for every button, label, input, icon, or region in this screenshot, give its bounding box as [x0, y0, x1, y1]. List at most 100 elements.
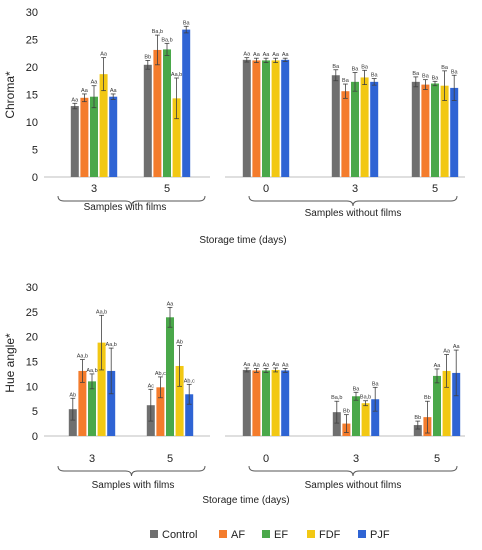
significance-label: Aa — [243, 52, 251, 58]
group-brace — [57, 465, 206, 477]
legend-swatch-fdf — [307, 530, 315, 538]
bar-af — [156, 387, 165, 436]
bar-ef — [90, 96, 98, 177]
significance-label: Ba — [361, 64, 369, 70]
significance-label: Aa — [272, 52, 280, 58]
bar-control — [242, 59, 251, 177]
bar-af — [252, 60, 261, 177]
x-tick-label: 5 — [432, 183, 438, 195]
legend-swatch-control — [150, 530, 158, 538]
group-label: Samples with films — [92, 480, 175, 491]
significance-label: Ba,b — [331, 395, 342, 401]
bar-control — [411, 81, 420, 177]
significance-label: Aa,b — [96, 309, 107, 315]
legend-label-pjf: PJF — [370, 529, 390, 541]
bar-control — [413, 425, 422, 436]
significance-label: Ba — [441, 65, 449, 71]
y-tick-label: 25 — [26, 307, 38, 319]
y-tick-label: 20 — [26, 62, 38, 74]
group-label: Samples without films — [305, 208, 402, 219]
group-brace — [57, 195, 206, 207]
bar-fdf — [440, 85, 449, 177]
significance-label: Aa — [243, 362, 251, 368]
significance-label: Ba,b — [161, 37, 172, 43]
significance-label: Aa — [282, 362, 290, 368]
y-tick-label: 25 — [26, 35, 38, 47]
x-tick-label: 5 — [434, 453, 440, 465]
y-axis-label: Hue angle* — [3, 333, 17, 393]
significance-label: Aa — [434, 363, 442, 369]
bar-control — [242, 369, 251, 436]
significance-label: Aa — [443, 349, 451, 355]
legend-swatch-ef — [262, 530, 270, 538]
bar-control — [70, 106, 79, 177]
bar-af — [78, 370, 87, 436]
significance-label: Ba — [353, 386, 361, 392]
y-tick-label: 0 — [32, 172, 38, 184]
bar-pjf — [371, 399, 380, 436]
y-tick-label: 15 — [26, 90, 38, 102]
significance-label: Ac — [148, 383, 155, 389]
x-tick-label: 5 — [164, 183, 170, 195]
bar-pjf — [281, 59, 290, 177]
bar-pjf — [182, 29, 191, 177]
significance-label: Aa,b — [86, 368, 97, 374]
bar-fdf — [97, 342, 106, 436]
x-tick-label: 3 — [89, 453, 95, 465]
legend-swatch-pjf — [358, 530, 366, 538]
bar-pjf — [109, 96, 118, 177]
bar-fdf — [271, 369, 280, 436]
significance-label: Ba — [422, 74, 430, 80]
significance-label: Aa — [91, 80, 99, 86]
bar-fdf — [271, 60, 280, 177]
significance-label: Ab — [176, 340, 183, 346]
significance-label: Aa — [100, 52, 108, 58]
significance-label: Bb — [424, 395, 431, 401]
significance-label: Ba — [412, 71, 420, 77]
y-tick-label: 30 — [26, 7, 38, 19]
significance-label: Ba — [372, 381, 380, 387]
x-tick-label: 3 — [353, 453, 359, 465]
bar-fdf — [360, 77, 369, 177]
x-tick-label: 3 — [91, 183, 97, 195]
bar-ef — [262, 370, 270, 436]
significance-label: Aa — [253, 362, 261, 368]
group-label: Samples without films — [305, 480, 402, 491]
bar-ef — [166, 317, 174, 436]
bar-fdf — [361, 403, 370, 436]
y-axis-label: Chroma* — [3, 71, 17, 119]
legend-label-control: Control — [162, 529, 197, 541]
y-tick-label: 30 — [26, 282, 38, 294]
legend-label-ef: EF — [274, 529, 288, 541]
x-tick-label: 3 — [352, 183, 358, 195]
significance-label: Ba — [352, 67, 360, 73]
y-tick-label: 10 — [26, 381, 38, 393]
legend-label-af: AF — [231, 529, 245, 541]
significance-label: Bb — [343, 409, 350, 415]
significance-label: Aa — [110, 88, 118, 94]
significance-label: Ba — [342, 78, 350, 84]
significance-label: Aa — [263, 362, 271, 368]
x-tick-label: 0 — [263, 453, 269, 465]
y-tick-label: 10 — [26, 117, 38, 129]
x-axis-label: Storage time (days) — [202, 495, 289, 506]
significance-label: Ba — [183, 20, 191, 26]
significance-label: Ab,c — [184, 378, 195, 384]
legend-swatch-af — [219, 530, 227, 538]
bar-fdf — [442, 370, 451, 436]
significance-label: Aa — [167, 301, 175, 307]
bar-pjf — [452, 372, 461, 436]
bar-ef — [88, 381, 96, 436]
legend: Control AF EF FDF PJF — [150, 529, 390, 541]
significance-label: Bb — [414, 415, 421, 421]
bar-ef — [352, 396, 360, 436]
bar-ef — [262, 60, 270, 177]
significance-label: Ab — [69, 392, 76, 398]
significance-label: Aa,b — [106, 342, 117, 348]
bar-af — [252, 370, 261, 436]
bar-pjf — [281, 370, 290, 436]
bar-af — [421, 84, 430, 177]
y-tick-label: 5 — [32, 406, 38, 418]
group-label: Samples with films — [84, 202, 167, 213]
